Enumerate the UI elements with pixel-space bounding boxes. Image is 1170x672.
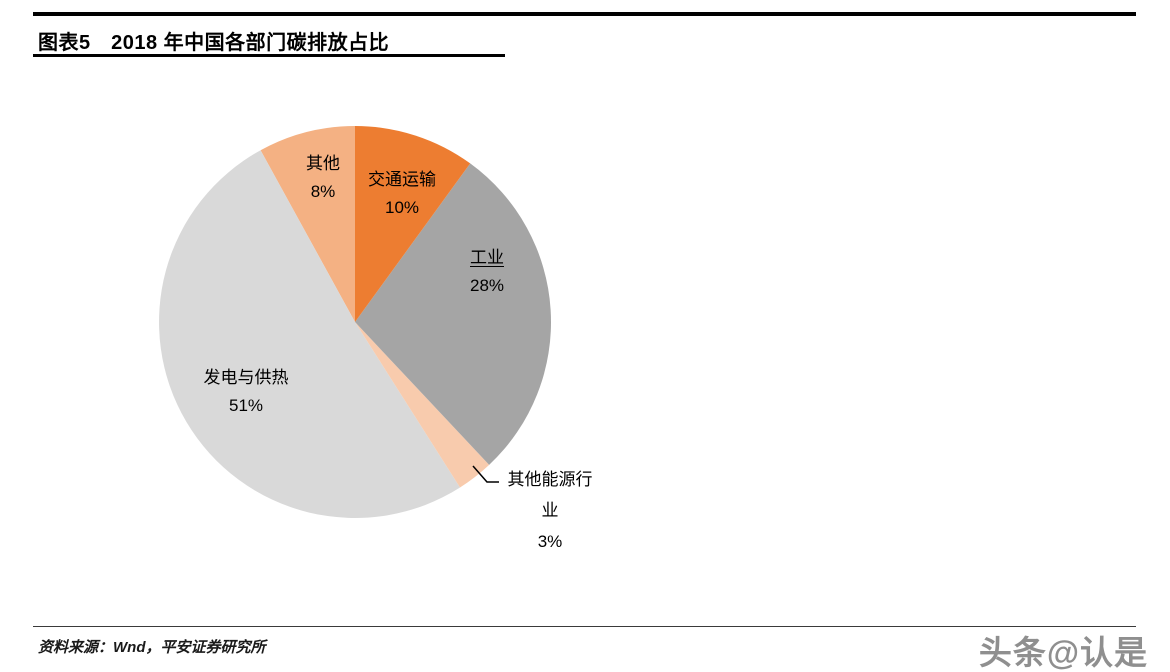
leader-line-other-energy — [472, 465, 499, 483]
slice-label-transport-name: 交通运输 — [368, 170, 436, 189]
pie-slice-0 — [355, 126, 471, 322]
slice-label-other-energy-name: 其他能源行业 — [507, 470, 593, 520]
pie-slice-1 — [355, 163, 552, 465]
slice-label-industry-pct: 28% — [469, 276, 505, 295]
chart-title: 图表5 2018 年中国各部门碳排放占比 — [38, 32, 390, 54]
slice-label-power-heat: 发电与供热 51% — [166, 364, 326, 420]
watermark: 头条@认是 — [978, 634, 1148, 671]
slice-label-industry-name: 工业 — [470, 248, 504, 267]
slice-label-transport-pct: 10% — [384, 198, 420, 217]
slice-label-power-heat-pct: 51% — [228, 396, 264, 415]
title-underline-rule — [33, 54, 505, 57]
slice-label-other: 其他 8% — [283, 150, 363, 206]
source-note: 资料来源：Wnd，平安证券研究所 — [38, 639, 266, 656]
pie-slice-4 — [260, 126, 355, 322]
slice-label-other-energy-pct: 3% — [537, 532, 563, 551]
pie-slice-3 — [159, 150, 461, 518]
slice-label-other-name: 其他 — [306, 154, 340, 173]
slice-label-other-energy: 其他能源行业 3% — [502, 464, 598, 557]
slice-label-other-pct: 8% — [310, 182, 336, 201]
top-rule — [33, 12, 1136, 16]
slice-label-industry: 工业 28% — [447, 244, 527, 300]
pie-slice-2 — [355, 322, 490, 488]
slice-label-transport: 交通运输 10% — [350, 166, 454, 222]
footer-rule — [33, 626, 1136, 627]
slice-label-power-heat-name: 发电与供热 — [203, 368, 289, 387]
